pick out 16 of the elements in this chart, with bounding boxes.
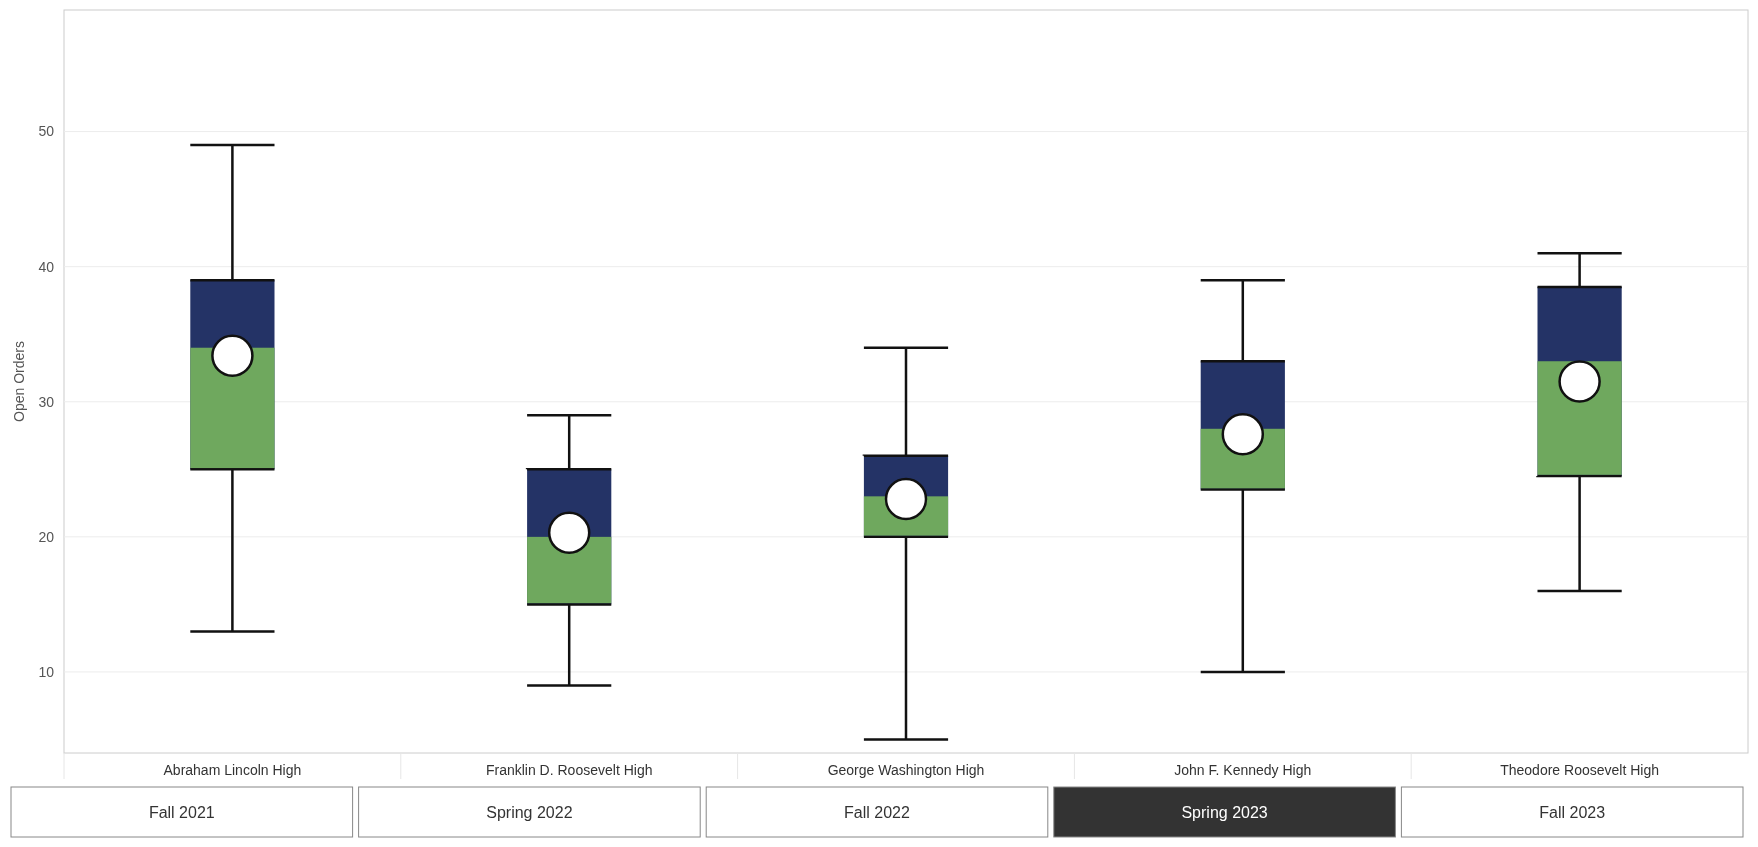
x-tick-label: John F. Kennedy High	[1174, 762, 1312, 778]
toggle-button: Fall 2021	[10, 786, 354, 838]
x-tick-label: Abraham Lincoln High	[163, 762, 302, 778]
x-tick-label: George Washington High	[827, 762, 985, 778]
toggle-button: Spring 2022	[358, 786, 701, 838]
y-tick-label: 40	[38, 258, 55, 275]
toggle-button: Fall 2022	[705, 786, 1049, 838]
y-tick-label: 30	[38, 393, 55, 410]
x-tick-label: Franklin D. Roosevelt High	[485, 762, 653, 778]
x-tick-label: Theodore Roosevelt High	[1500, 762, 1659, 778]
toggle-button: Spring 2023	[1053, 786, 1396, 838]
toggle-button: Fall 2023	[1400, 786, 1744, 838]
y-tick-label: 20	[38, 528, 55, 545]
y-tick-label: 50	[38, 123, 55, 140]
y-axis-title: Open Orders	[11, 341, 27, 422]
y-tick-label: 10	[38, 663, 55, 680]
